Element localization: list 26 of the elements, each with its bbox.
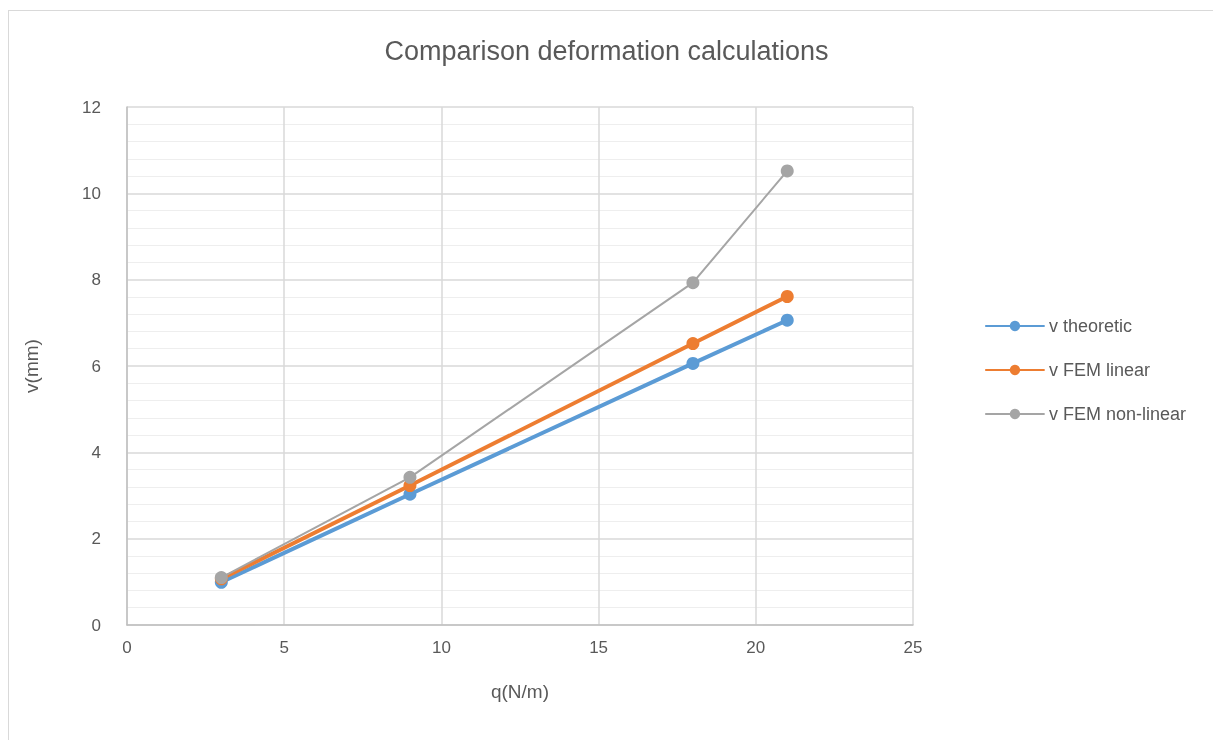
point	[780, 313, 794, 327]
x-tick-label: 5	[279, 638, 289, 657]
point	[403, 470, 417, 484]
legend-label: v FEM non-linear	[1048, 404, 1187, 424]
point	[686, 276, 700, 290]
point	[686, 356, 700, 370]
y-tick-label: 2	[91, 529, 101, 549]
y-tick-label: 8	[91, 270, 101, 290]
x-tick-label: 25	[903, 638, 923, 657]
x-tick-label: 10	[431, 638, 451, 657]
x-tick-label: 15	[589, 638, 609, 657]
y-tick-label: 6	[91, 356, 101, 376]
x-axis-title: q(N/m)	[490, 681, 550, 702]
y-axis-title: v(mm)	[21, 339, 42, 393]
point	[686, 337, 700, 351]
x-tick-label: 20	[746, 638, 766, 657]
chart-title: Comparison deformation calculations	[384, 35, 829, 66]
point	[780, 290, 794, 303]
point	[780, 164, 794, 178]
y-tick-label: 12	[82, 97, 101, 117]
x-tick-label: 0	[122, 638, 132, 657]
y-tick-label: 10	[82, 183, 101, 203]
legend-label: v FEM linear	[1048, 360, 1150, 380]
y-tick-label: 4	[91, 442, 101, 462]
y-tick-label: 0	[91, 615, 101, 635]
legend-label: v theoretic	[1048, 316, 1132, 336]
